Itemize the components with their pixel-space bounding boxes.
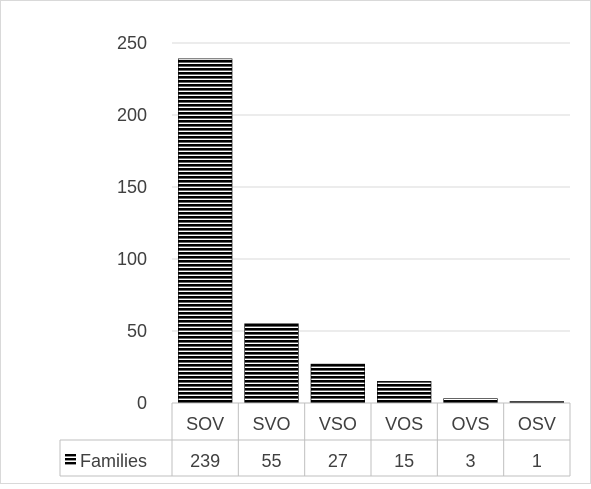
y-tick-label: 0	[137, 393, 147, 413]
y-tick-label: 150	[117, 177, 147, 197]
y-tick-label: 100	[117, 249, 147, 269]
data-label: 55	[261, 451, 281, 471]
data-label: 15	[394, 451, 414, 471]
series-name: Families	[80, 451, 147, 471]
category-label: VOS	[385, 414, 423, 434]
bars	[178, 58, 564, 404]
bar-vso	[310, 363, 365, 404]
data-label: 239	[190, 451, 220, 471]
category-label: OSV	[518, 414, 556, 434]
legend-key-stripe	[65, 458, 76, 461]
bar-sov	[178, 58, 233, 404]
y-tick-label: 250	[117, 33, 147, 53]
data-label: 1	[532, 451, 542, 471]
category-label: SOV	[186, 414, 224, 434]
bar-svo	[244, 323, 299, 404]
legend-key-stripe	[65, 462, 76, 465]
legend-key	[65, 454, 76, 465]
data-label: 27	[328, 451, 348, 471]
bar-vos	[377, 381, 432, 404]
bar-ovs	[443, 398, 498, 404]
gridlines	[172, 42, 570, 332]
category-label: OVS	[451, 414, 489, 434]
y-axis-ticks: 0 50 100 150 200 250	[117, 33, 147, 413]
category-label: VSO	[319, 414, 357, 434]
data-table: SOV 239 SVO 55 VSO 27 VOS 15 OVS 3 OSV 1 Families	[59, 402, 571, 477]
legend-key-stripe	[65, 454, 76, 457]
y-tick-label: 50	[127, 321, 147, 341]
category-label: SVO	[252, 414, 290, 434]
y-tick-label: 200	[117, 105, 147, 125]
data-label: 3	[465, 451, 475, 471]
